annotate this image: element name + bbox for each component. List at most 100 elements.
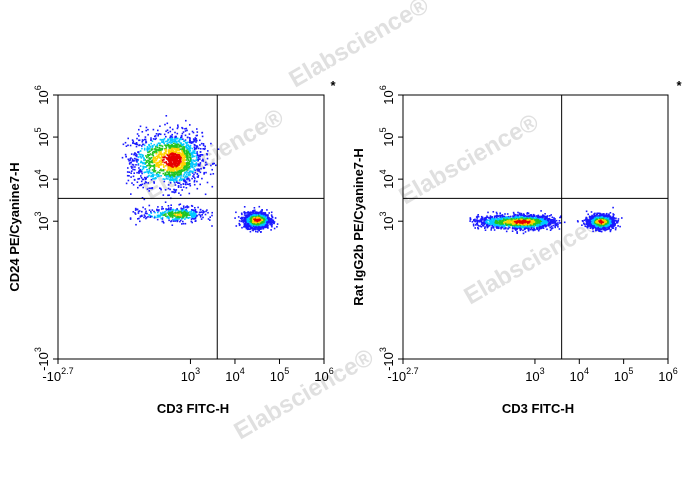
plot-cd24-event-dot <box>197 156 200 159</box>
plot-cd24-event-dot <box>255 225 258 227</box>
plot-isotype-event-dot <box>515 215 517 218</box>
plot-cd24-event-dot <box>185 170 188 173</box>
plot-isotype-event-dot <box>518 212 521 214</box>
plot-cd24-event-dot <box>159 157 161 159</box>
plot-cd24-event-dot <box>197 158 199 161</box>
plot-cd24-density <box>121 115 279 233</box>
plot-cd24-event-dot <box>166 170 169 173</box>
plot-cd24-event-dot <box>193 148 196 151</box>
plot-cd24-event-dot <box>139 125 142 128</box>
plot-cd24-event-dot <box>177 174 179 176</box>
plot-isotype-event-dot <box>558 228 561 230</box>
plot-isotype-event-dot <box>532 225 535 228</box>
plot-isotype-event-dot <box>527 230 530 232</box>
plot-cd24-event-dot <box>245 224 247 227</box>
plot-cd24-event-dot <box>192 166 194 169</box>
plot-cd24-event-dot <box>252 211 254 214</box>
plot-cd24-event-dot <box>151 209 154 211</box>
plot-isotype-event-dot <box>500 220 502 222</box>
plot-cd24-event-dot <box>163 213 166 216</box>
plot-cd24-event-dot <box>245 226 248 228</box>
plot-cd24-event-dot <box>143 171 146 174</box>
plot-cd24-event-dot <box>135 145 138 148</box>
plot-cd24-event-dot <box>261 224 263 227</box>
plot-cd24-event-dot <box>177 160 180 163</box>
plot-isotype-event-dot <box>485 219 487 221</box>
plot-cd24-event-dot <box>260 231 262 233</box>
plot-isotype-event-dot <box>530 222 532 224</box>
plot-cd24-event-dot <box>171 168 174 171</box>
plot-cd24-event-dot <box>160 139 163 141</box>
plot-cd24-event-dot <box>178 182 181 185</box>
plot-cd24-event-dot <box>158 160 161 162</box>
plot-cd24-event-dot <box>147 171 149 173</box>
plot-cd24-event-dot <box>132 175 135 178</box>
plot-cd24-event-dot <box>162 161 164 163</box>
plot-cd24-event-dot <box>160 188 162 191</box>
plot-cd24-event-dot <box>180 155 183 158</box>
plot-cd24-event-dot <box>195 145 198 147</box>
plot-isotype-event-dot <box>551 227 554 229</box>
plot-cd24-event-dot <box>252 211 255 213</box>
plot-cd24-event-dot <box>159 214 161 217</box>
plot-isotype-event-dot <box>517 223 519 226</box>
plot-cd24-event-dot <box>141 172 143 175</box>
plot-cd24-event-dot <box>177 209 180 212</box>
plot-isotype-event-dot <box>533 225 536 228</box>
plot-cd24-event-dot <box>153 210 155 213</box>
plot-cd24-event-dot <box>133 178 136 181</box>
plot-cd24-event-dot <box>257 213 260 215</box>
plot-cd24-event-dot <box>158 149 161 151</box>
plot-cd24-event-dot <box>183 146 185 148</box>
plot-cd24-event-dot <box>175 166 177 168</box>
plot-isotype-event-dot <box>537 223 540 226</box>
plot-cd24-event-dot <box>177 157 179 160</box>
plot-cd24-event-dot <box>171 174 174 177</box>
plot-cd24-event-dot <box>179 171 181 174</box>
plot-cd24-event-dot <box>150 178 153 181</box>
plot-cd24-event-dot <box>170 171 173 174</box>
plot-cd24-event-dot <box>183 165 186 168</box>
plot-cd24-event-dot <box>191 209 193 211</box>
plot-cd24-event-dot <box>143 159 145 162</box>
plot-cd24-event-dot <box>152 154 155 157</box>
plot-cd24-event-dot <box>181 210 184 212</box>
plot-cd24-event-dot <box>253 209 255 212</box>
plot-cd24-event-dot <box>198 213 200 216</box>
plot-cd24-event-dot <box>195 147 198 150</box>
plot-cd24-event-dot <box>197 159 199 162</box>
plot-cd24-event-dot <box>124 141 127 144</box>
plot-cd24-event-dot <box>183 180 186 183</box>
plot-cd24-event-dot <box>166 129 169 131</box>
plot-cd24-event-dot <box>182 212 184 215</box>
plot-cd24-event-dot <box>165 165 167 167</box>
plot-cd24-event-dot <box>174 147 176 150</box>
plot-isotype-event-dot <box>480 226 483 228</box>
plot-cd24-event-dot <box>168 170 171 173</box>
plot-isotype-event-dot <box>524 231 527 233</box>
plot-cd24-event-dot <box>210 164 212 167</box>
plot-cd24-event-dot <box>180 138 183 141</box>
plot-cd24-event-dot <box>262 215 264 218</box>
plot-cd24-event-dot <box>182 186 185 188</box>
plot-isotype-event-dot <box>531 223 533 225</box>
plot-cd24-event-dot <box>182 131 185 133</box>
plot-cd24-event-dot <box>272 219 275 222</box>
plot-cd24-event-dot <box>267 219 269 222</box>
plot-cd24-event-dot <box>147 159 149 162</box>
plot-isotype-event-dot <box>536 218 538 221</box>
plot-cd24-event-dot <box>173 173 176 175</box>
plot-cd24-event-dot <box>256 226 258 229</box>
plot-cd24-event-dot <box>184 163 186 165</box>
plot-isotype-event-dot <box>512 211 515 214</box>
plot-cd24-event-dot <box>135 143 137 145</box>
plot-cd24-event-dot <box>259 217 261 219</box>
plot-cd24-event-dot <box>174 171 176 173</box>
plot-cd24-event-dot <box>178 160 181 162</box>
plot-cd24-event-dot <box>199 154 201 157</box>
plot-cd24-event-dot <box>249 224 252 227</box>
plot-cd24-event-dot <box>260 211 262 213</box>
plot-cd24-event-dot <box>263 220 266 223</box>
plot-isotype-event-dot <box>515 229 517 231</box>
plot-cd24-event-dot <box>190 220 193 223</box>
